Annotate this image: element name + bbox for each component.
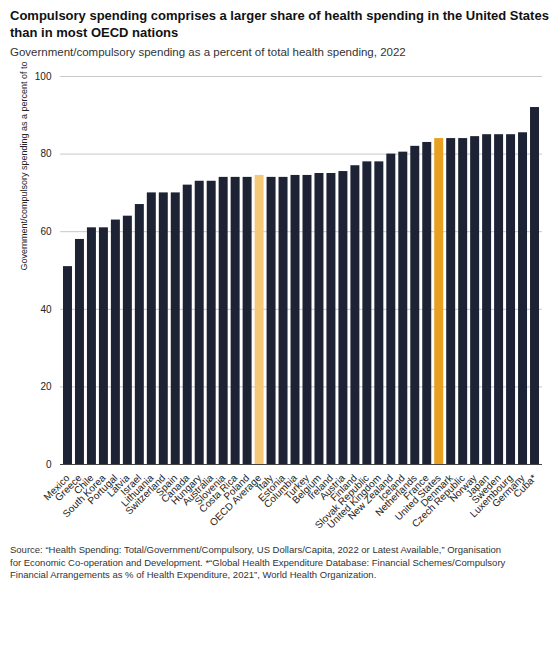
svg-text:South Korea: South Korea — [60, 472, 108, 520]
svg-text:Spain: Spain — [153, 472, 180, 498]
svg-text:Poland: Poland — [221, 472, 252, 502]
svg-text:Estonia: Estonia — [255, 472, 288, 504]
svg-text:Netherlands: Netherlands — [373, 472, 419, 518]
svg-text:Sweden: Sweden — [469, 472, 503, 506]
svg-text:New Zealand: New Zealand — [345, 472, 395, 522]
svg-text:Australia: Australia — [180, 472, 216, 508]
svg-text:Columbia: Columbia — [261, 472, 300, 510]
svg-text:Costa Rica: Costa Rica — [197, 472, 240, 515]
svg-text:40: 40 — [40, 303, 52, 314]
svg-text:0: 0 — [46, 458, 52, 469]
svg-text:Cuba*: Cuba* — [511, 472, 539, 500]
svg-text:Czech Republic: Czech Republic — [410, 472, 467, 529]
svg-text:60: 60 — [40, 226, 52, 237]
svg-text:Latvia: Latvia — [104, 472, 132, 499]
svg-text:United States: United States — [392, 472, 443, 523]
svg-text:Canada: Canada — [158, 472, 192, 505]
svg-text:100: 100 — [35, 70, 52, 81]
svg-text:20: 20 — [40, 381, 52, 392]
svg-text:Hungary: Hungary — [168, 472, 204, 507]
svg-text:Iceland: Iceland — [376, 472, 407, 503]
svg-text:Luxembourg: Luxembourg — [467, 472, 515, 520]
svg-text:Italy: Italy — [254, 472, 276, 493]
svg-text:Chile: Chile — [71, 472, 96, 496]
svg-text:OECD Average: OECD Average — [207, 472, 263, 528]
svg-text:Belgium: Belgium — [289, 472, 324, 506]
svg-text:Greece: Greece — [52, 472, 84, 503]
svg-text:Norway: Norway — [447, 472, 479, 504]
svg-text:Israel: Israel — [118, 472, 144, 498]
svg-text:Germany: Germany — [489, 472, 527, 509]
svg-text:Slovenia: Slovenia — [192, 472, 228, 507]
svg-text:Turkey: Turkey — [282, 472, 312, 502]
svg-text:80: 80 — [40, 148, 52, 159]
svg-text:Lithuania: Lithuania — [119, 472, 156, 509]
svg-text:Ireland: Ireland — [305, 472, 336, 502]
svg-text:Denmark: Denmark — [418, 472, 455, 509]
svg-text:Switzerland: Switzerland — [123, 472, 168, 517]
html-text:Source: “Health Spending: Tota: Source: “Health Spending: Total/Governme… — [10, 543, 506, 581]
svg-text:United Kingdom: United Kingdom — [325, 472, 383, 530]
html-text:Compulsory spending comprises: Compulsory spending comprises a larger s… — [10, 8, 549, 40]
svg-text:Finland: Finland — [328, 472, 360, 503]
svg-text:Japan: Japan — [463, 472, 491, 500]
svg-text:Government/compulsory spending: Government/compulsory spending as a perc… — [19, 62, 29, 271]
svg-text:Mexico: Mexico — [41, 472, 72, 503]
svg-text:Portugal: Portugal — [85, 472, 120, 507]
svg-text:France: France — [401, 472, 431, 502]
svg-text:Austria: Austria — [317, 472, 348, 502]
html-text:Government/compulsory spending: Government/compulsory spending as a perc… — [10, 45, 406, 58]
svg-text:Slovak Republic: Slovak Republic — [312, 472, 371, 531]
